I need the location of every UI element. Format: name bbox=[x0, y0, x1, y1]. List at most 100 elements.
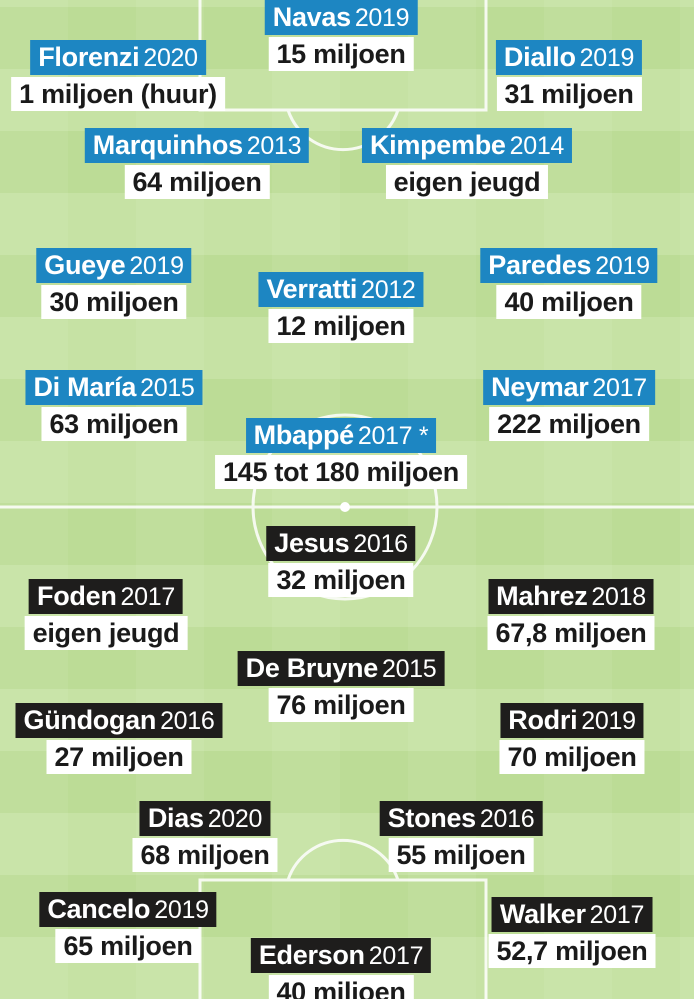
player-card-rodri: Rodri 2019 70 miljoen bbox=[499, 703, 645, 774]
player-name-label: Cancelo 2019 bbox=[39, 892, 217, 927]
transfer-fee: 64 miljoen bbox=[124, 165, 270, 199]
transfer-fee: 1 miljoen (huur) bbox=[11, 77, 225, 111]
player-name: Florenzi bbox=[38, 42, 140, 72]
player-name-label: Di María 2015 bbox=[25, 370, 203, 405]
transfer-fee: 40 miljoen bbox=[496, 285, 642, 319]
transfer-fee: 76 miljoen bbox=[268, 688, 414, 722]
player-name-label: Mbappé 2017 * bbox=[245, 418, 437, 453]
transfer-fee: 63 miljoen bbox=[41, 407, 187, 441]
player-name: De Bruyne bbox=[245, 653, 379, 683]
player-card-mbappe: Mbappé 2017 * 145 tot 180 miljoen bbox=[215, 418, 467, 489]
player-card-mahrez: Mahrez 2018 67,8 miljoen bbox=[487, 579, 655, 650]
transfer-year: 2015 bbox=[381, 655, 437, 683]
transfer-fee: 65 miljoen bbox=[55, 929, 201, 963]
transfer-year: 2019 bbox=[581, 707, 636, 735]
transfer-fee: 70 miljoen bbox=[499, 740, 645, 774]
transfer-year: 2016 bbox=[353, 530, 408, 558]
player-card-paredes: Paredes 2019 40 miljoen bbox=[480, 248, 658, 319]
transfer-fee: 145 tot 180 miljoen bbox=[215, 455, 467, 489]
transfer-year: 2019 bbox=[129, 252, 184, 280]
transfer-fee: 67,8 miljoen bbox=[487, 616, 655, 650]
transfer-fee: 15 miljoen bbox=[268, 37, 414, 71]
player-name-label: Ederson 2017 bbox=[250, 938, 432, 973]
player-name: Marquinhos bbox=[92, 130, 243, 160]
player-name: Walker bbox=[499, 899, 586, 929]
transfer-year: 2017 bbox=[120, 583, 176, 611]
transfer-year: 2017 bbox=[368, 942, 424, 970]
player-card-foden: Foden 2017 eigen jeugd bbox=[24, 579, 188, 650]
player-card-gueye: Gueye 2019 30 miljoen bbox=[36, 248, 192, 319]
player-name: Paredes bbox=[488, 250, 592, 280]
player-card-verratti: Verratti 2012 12 miljoen bbox=[258, 272, 424, 343]
player-name-label: Rodri 2019 bbox=[500, 703, 644, 738]
player-name-label: Paredes 2019 bbox=[480, 248, 658, 283]
player-name: Ederson bbox=[258, 940, 365, 970]
player-name: Mahrez bbox=[496, 581, 588, 611]
player-name: Kimpembe bbox=[369, 130, 506, 160]
transfer-year: 2014 bbox=[509, 132, 565, 160]
player-name-label: Dias 2020 bbox=[139, 801, 271, 836]
player-name-label: Diallo 2019 bbox=[495, 40, 643, 75]
player-name-label: Foden 2017 bbox=[29, 579, 183, 614]
player-card-di-maria: Di María 2015 63 miljoen bbox=[25, 370, 203, 441]
transfer-year: 2020 bbox=[143, 44, 198, 72]
transfer-fee: 32 miljoen bbox=[268, 563, 414, 597]
player-card-kimpembe: Kimpembe 2014 eigen jeugd bbox=[361, 128, 573, 199]
transfer-fee: 12 miljoen bbox=[268, 309, 414, 343]
player-name: Di María bbox=[33, 372, 137, 402]
transfer-year: 2019 bbox=[579, 44, 635, 72]
transfer-year: 2017 * bbox=[357, 422, 429, 450]
player-name: Cancelo bbox=[47, 894, 151, 924]
player-name: Diallo bbox=[503, 42, 576, 72]
player-name: Foden bbox=[37, 581, 117, 611]
player-name: Gueye bbox=[44, 250, 126, 280]
player-card-dias: Dias 2020 68 miljoen bbox=[132, 801, 278, 872]
player-card-stones: Stones 2016 55 miljoen bbox=[379, 801, 543, 872]
player-name: Mbappé bbox=[253, 420, 355, 450]
player-name-label: Verratti 2012 bbox=[258, 272, 424, 307]
player-name-label: Marquinhos 2013 bbox=[84, 128, 310, 163]
player-name: Rodri bbox=[508, 705, 578, 735]
player-name: Gündogan bbox=[23, 705, 157, 735]
player-card-neymar: Neymar 2017 222 miljoen bbox=[483, 370, 655, 441]
transfer-year: 2016 bbox=[160, 707, 215, 735]
transfer-fee: 55 miljoen bbox=[388, 838, 534, 872]
player-card-de-bruyne: De Bruyne 2015 76 miljoen bbox=[237, 651, 445, 722]
transfer-fee: 52,7 miljoen bbox=[488, 934, 656, 968]
transfer-year: 2012 bbox=[361, 276, 416, 304]
player-card-florenzi: Florenzi 2020 1 miljoen (huur) bbox=[11, 40, 225, 111]
player-name-label: Neymar 2017 bbox=[483, 370, 655, 405]
player-name: Neymar bbox=[491, 372, 589, 402]
transfer-fee: 68 miljoen bbox=[132, 838, 278, 872]
player-name-label: Florenzi 2020 bbox=[30, 40, 206, 75]
player-name-label: Jesus 2016 bbox=[266, 526, 416, 561]
transfer-year: 2018 bbox=[591, 583, 646, 611]
transfer-fee: 222 miljoen bbox=[489, 407, 649, 441]
player-name: Navas bbox=[272, 2, 351, 32]
transfer-fee: 31 miljoen bbox=[496, 77, 642, 111]
player-name-label: Stones 2016 bbox=[379, 801, 543, 836]
player-name-label: Navas 2019 bbox=[264, 0, 418, 35]
transfer-fee: 30 miljoen bbox=[41, 285, 187, 319]
player-card-navas: Navas 2019 15 miljoen bbox=[264, 0, 418, 71]
player-card-marquinhos: Marquinhos 2013 64 miljoen bbox=[84, 128, 310, 199]
player-card-walker: Walker 2017 52,7 miljoen bbox=[488, 897, 656, 968]
transfer-year: 2019 bbox=[154, 896, 209, 924]
transfer-year: 2015 bbox=[140, 374, 195, 402]
transfer-year: 2020 bbox=[207, 805, 263, 833]
player-name: Stones bbox=[387, 803, 477, 833]
player-name-label: Gündogan 2016 bbox=[15, 703, 223, 738]
player-card-cancelo: Cancelo 2019 65 miljoen bbox=[39, 892, 217, 963]
transfer-year: 2019 bbox=[595, 252, 650, 280]
player-card-ederson: Ederson 2017 40 miljoen bbox=[250, 938, 432, 999]
player-name-label: Mahrez 2018 bbox=[488, 579, 654, 614]
player-card-gundogan: Gündogan 2016 27 miljoen bbox=[15, 703, 223, 774]
player-card-jesus: Jesus 2016 32 miljoen bbox=[266, 526, 416, 597]
transfer-year: 2017 bbox=[589, 901, 645, 929]
transfer-fee: 40 miljoen bbox=[268, 975, 414, 999]
player-name-label: Walker 2017 bbox=[491, 897, 653, 932]
player-name-label: Kimpembe 2014 bbox=[361, 128, 573, 163]
player-name: Jesus bbox=[274, 528, 350, 558]
transfer-year: 2019 bbox=[354, 4, 410, 32]
